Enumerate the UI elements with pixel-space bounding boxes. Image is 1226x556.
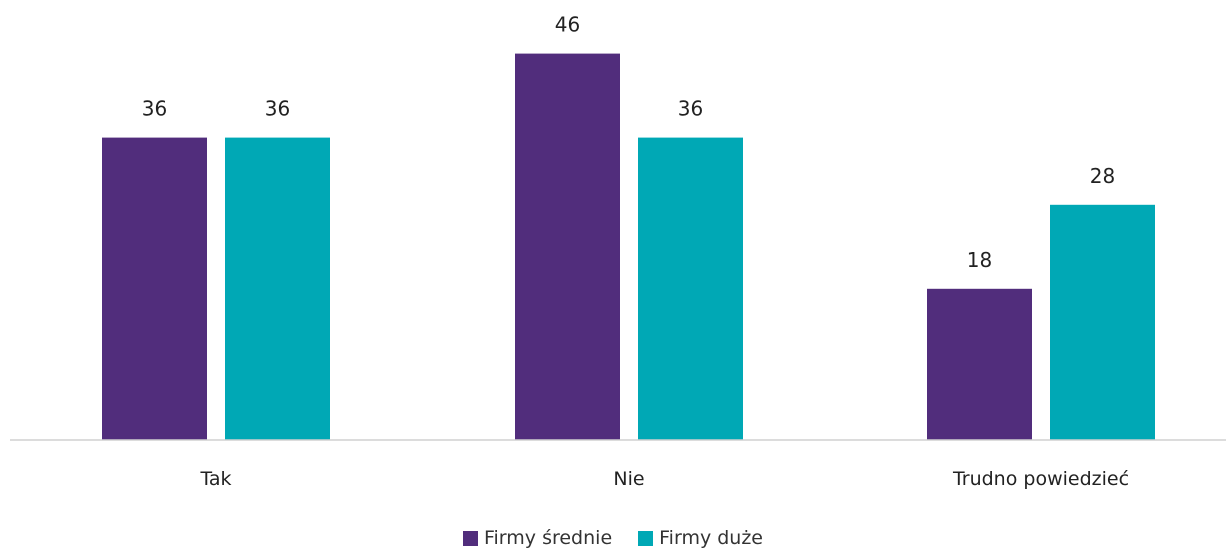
bar-series-1-cat-2 <box>1050 204 1155 440</box>
legend-label-series-1: Firmy duże <box>659 527 764 549</box>
labels-layer: 36 36 46 36 18 28 <box>142 13 1115 272</box>
x-tick-labels: Tak Nie Trudno powiedzieć <box>199 468 1129 490</box>
data-label-series-0-cat-0: 36 <box>142 97 167 121</box>
bar-series-1-cat-0 <box>225 137 330 440</box>
x-tick-label-0: Tak <box>199 468 231 490</box>
bar-series-0-cat-2 <box>927 288 1032 440</box>
bars-layer <box>102 53 1155 440</box>
x-tick-label-2: Trudno powiedzieć <box>952 468 1129 490</box>
data-label-series-0-cat-2: 18 <box>967 248 992 272</box>
x-tick-label-1: Nie <box>613 468 644 490</box>
legend: Firmy średnie Firmy duże <box>0 527 1226 549</box>
data-label-series-1-cat-2: 28 <box>1090 164 1115 188</box>
legend-item-series-0: Firmy średnie <box>462 527 613 549</box>
bar-series-0-cat-1 <box>515 53 620 440</box>
legend-item-series-1: Firmy duże <box>638 527 763 549</box>
legend-label-series-0: Firmy średnie <box>483 527 613 549</box>
data-label-series-1-cat-1: 36 <box>678 97 703 121</box>
data-label-series-0-cat-1: 46 <box>555 13 580 37</box>
bar-series-0-cat-0 <box>102 137 207 440</box>
bar-series-1-cat-1 <box>638 137 743 440</box>
legend-swatch-series-1 <box>638 530 654 546</box>
data-label-series-1-cat-0: 36 <box>265 97 290 121</box>
legend-swatch-series-0 <box>462 530 478 546</box>
